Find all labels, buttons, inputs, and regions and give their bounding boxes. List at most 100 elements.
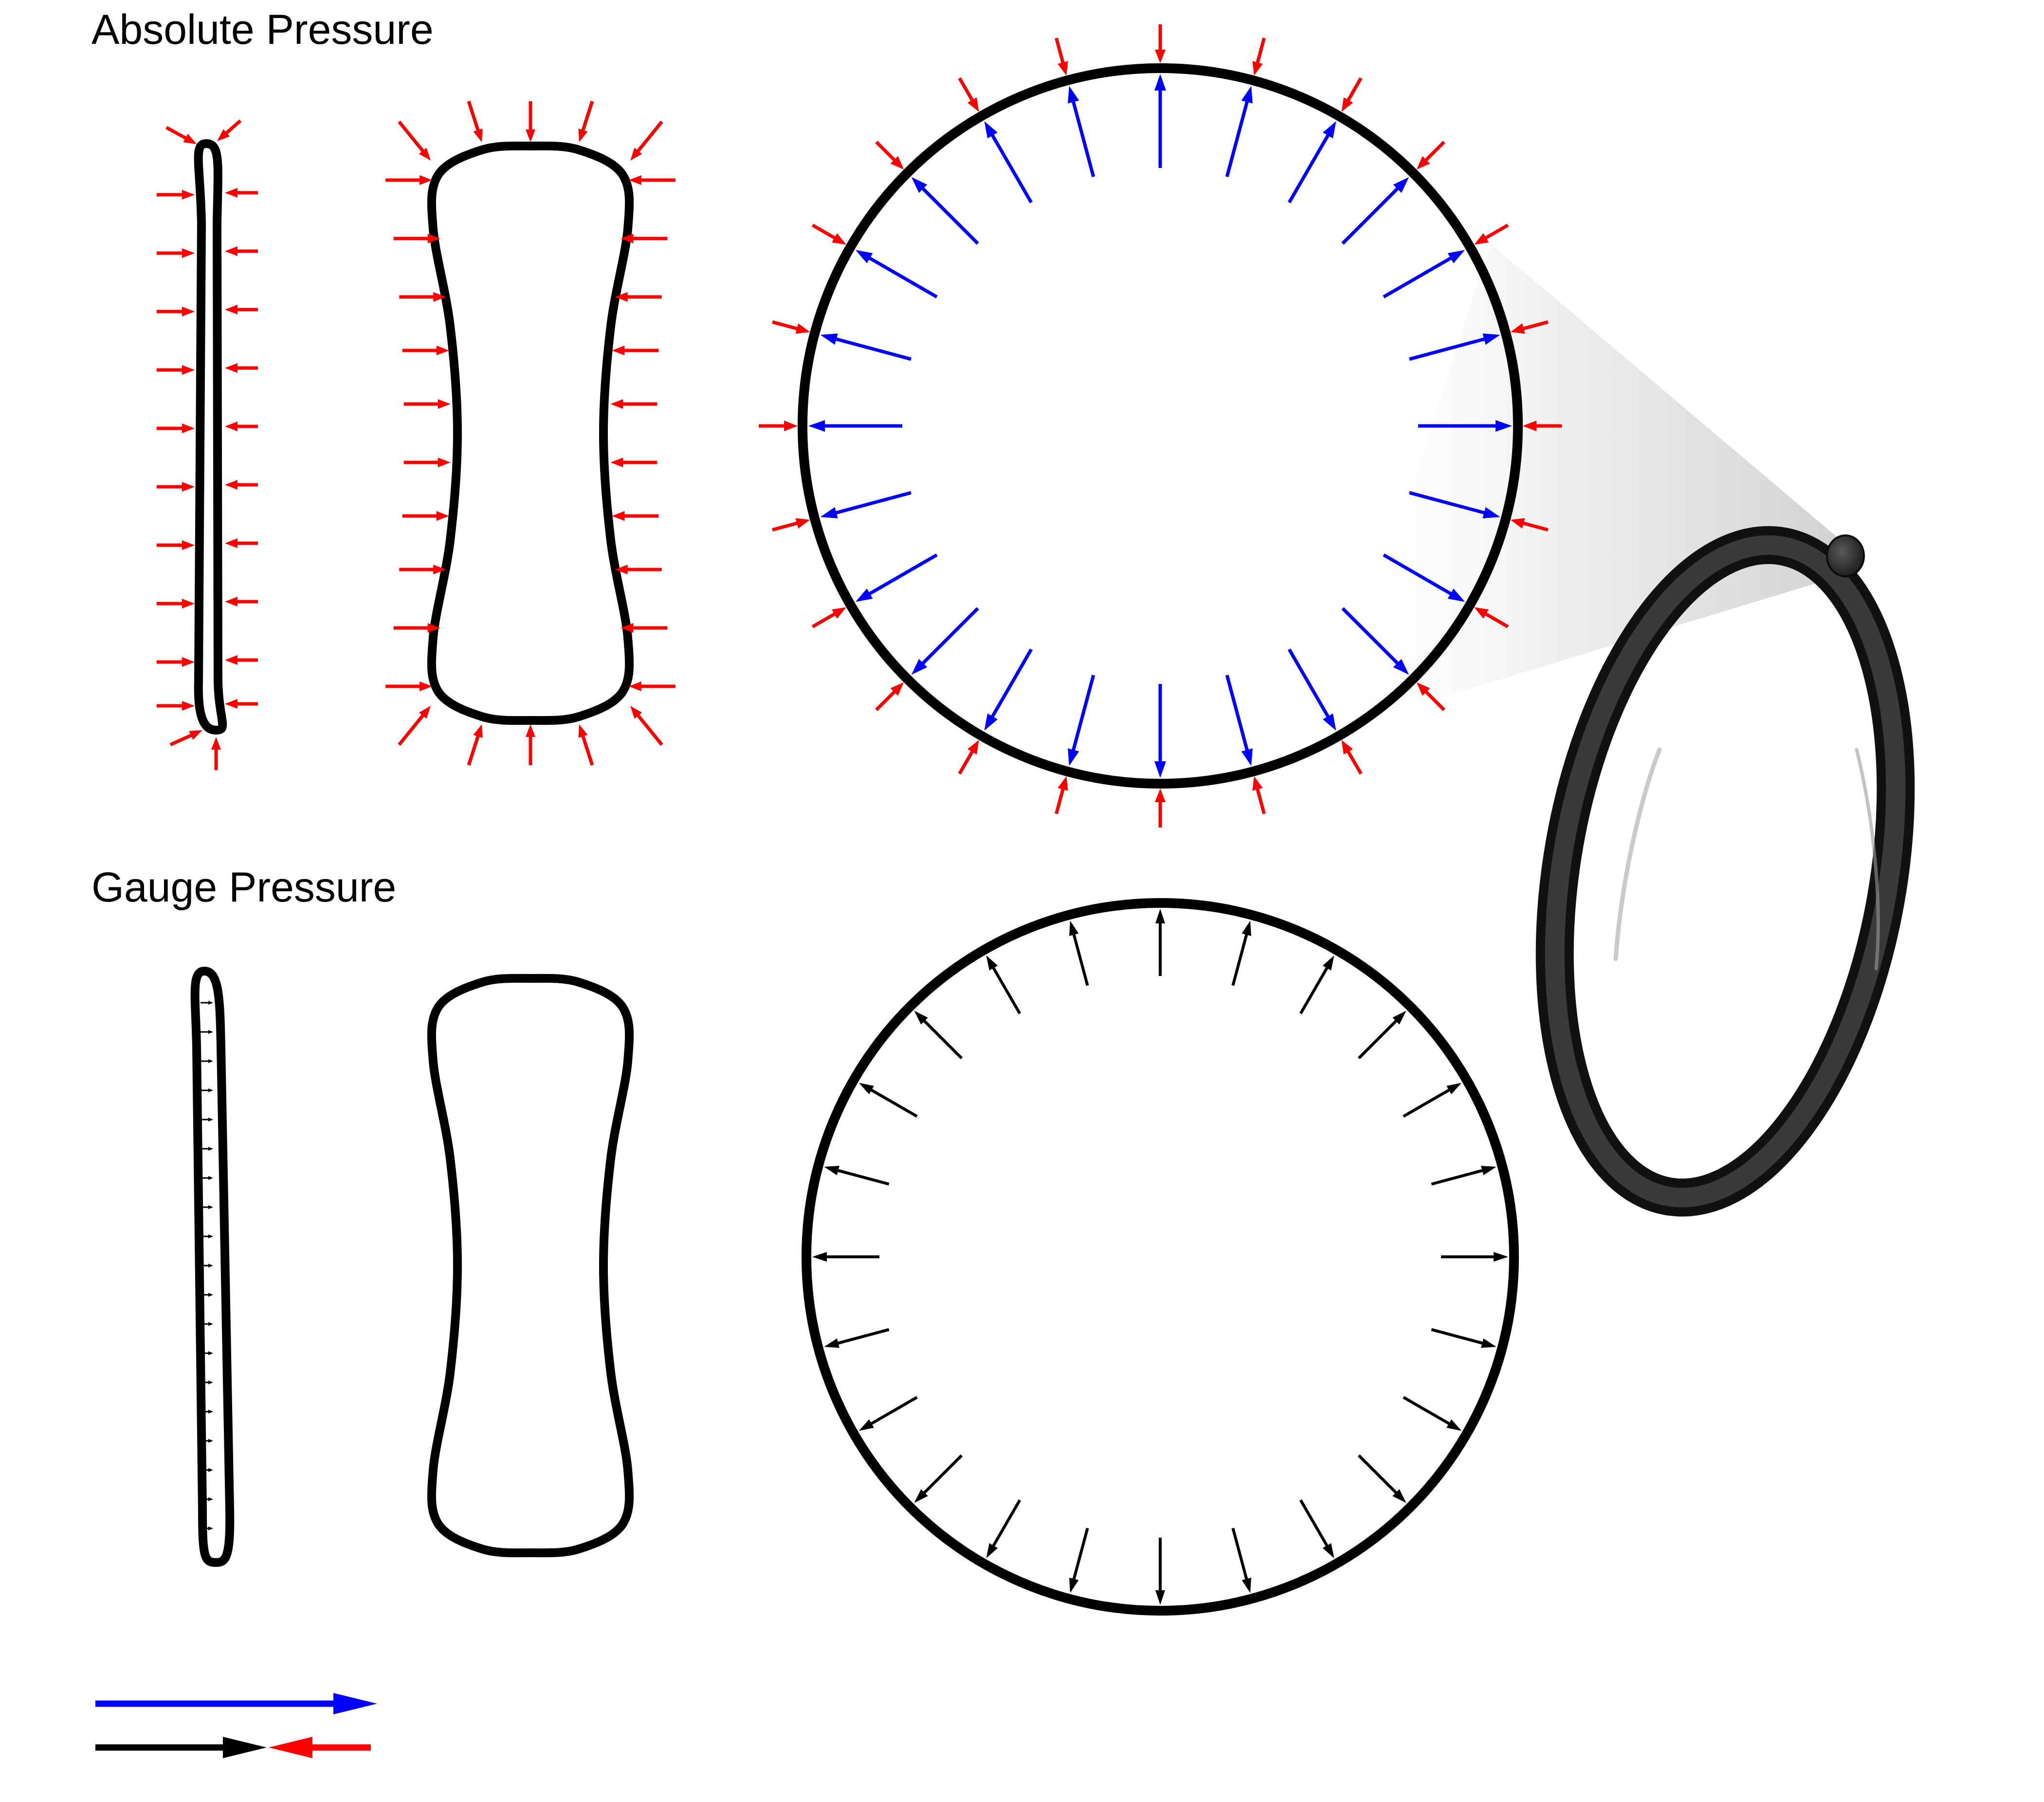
external-pressure-arrow [157, 365, 195, 375]
internal-pressure-arrow [1341, 607, 1409, 675]
net-pressure-arrow [201, 1322, 213, 1326]
external-pressure-arrow [467, 100, 483, 142]
external-pressure-arrow [620, 234, 668, 243]
oring-cross-section-cap [1826, 534, 1865, 577]
cross-section-shapes [190, 63, 1523, 1616]
net-pressure-arrow [201, 1234, 213, 1238]
net-pressure-arrow [914, 1454, 963, 1503]
external-pressure-arrow [615, 565, 662, 574]
net-pressure-arrow [858, 1083, 918, 1118]
external-pressure-arrow [225, 188, 258, 198]
external-pressure-arrow [225, 699, 258, 709]
external-pressure-arrow [399, 565, 446, 574]
net-pressure-arrow [914, 1011, 963, 1060]
external-pressure-arrow [157, 540, 195, 550]
legend-net-arrow [95, 1737, 267, 1758]
net-pressure-arrow [1357, 1011, 1406, 1060]
internal-pressure-arrow [1154, 74, 1166, 168]
external-pressure-arrow [759, 421, 798, 431]
external-pressure-arrow [1474, 223, 1509, 245]
net-pressure-arrow [1069, 1527, 1089, 1593]
internal-pressure-arrow [855, 553, 938, 602]
external-pressure-arrow [772, 320, 810, 334]
internal-pressure-arrow [911, 177, 979, 245]
net-pressure-arrow [201, 1526, 213, 1530]
net-pressure-arrow [1231, 1527, 1251, 1593]
external-pressure-arrow [1523, 421, 1562, 431]
oring-midtone [1545, 535, 1906, 1208]
absolute-pressure-title: Absolute Pressure [91, 6, 434, 53]
external-pressure-arrow [1341, 740, 1363, 775]
net-pressure-arrow [986, 1499, 1022, 1559]
net-pressure-arrow [201, 1176, 213, 1180]
net-pressure-arrow [1299, 1499, 1334, 1559]
net-pressure-arrow [1299, 955, 1334, 1014]
external-pressure-arrow [225, 246, 258, 256]
external-pressure-arrow [403, 399, 451, 409]
external-pressure-arrow [169, 730, 202, 747]
external-pressure-arrow [628, 175, 675, 185]
internal-pressure-arrow [911, 607, 979, 675]
external-pressure-arrow [402, 511, 449, 521]
external-pressure-arrow [615, 292, 662, 302]
external-pressure-arrow [612, 511, 659, 521]
external-pressure-arrow [217, 119, 242, 141]
external-pressure-arrow [403, 458, 451, 467]
internal-pressure-arrow [1068, 86, 1095, 177]
net-pressure-arrow [824, 1166, 890, 1186]
external-pressure-arrow [225, 480, 258, 490]
net-pressure-arrow [1231, 920, 1251, 986]
net-pressure-arrow [201, 1439, 213, 1443]
external-pressure-arrow [610, 458, 657, 467]
net-pressure-arrow [201, 1497, 213, 1501]
net-pressure-arrow [201, 1147, 213, 1151]
legend-external-arrow [269, 1737, 371, 1758]
external-pressure-arrow [211, 737, 221, 770]
oring-highlight [1855, 748, 1880, 971]
gauge-round-seal-outline [802, 898, 1519, 1616]
oring-highlight [1613, 747, 1662, 961]
external-pressure-arrow [225, 363, 258, 373]
external-pressure-arrow [612, 346, 659, 355]
internal-pressure-arrow [820, 491, 912, 518]
pressure-arrows [157, 24, 1562, 1605]
external-pressure-arrow [225, 305, 258, 314]
internal-pressure-arrow [1409, 491, 1500, 518]
external-pressure-arrow [225, 655, 258, 665]
internal-pressure-arrow [855, 250, 938, 299]
net-pressure-arrow [201, 1351, 213, 1355]
internal-pressure-arrow [820, 333, 912, 361]
legend [95, 1693, 377, 1758]
external-pressure-arrow [393, 234, 440, 243]
net-pressure-arrow [201, 1030, 213, 1034]
absolute-round-seal-outline [798, 63, 1523, 789]
external-pressure-arrow [526, 724, 535, 765]
net-pressure-arrow [1357, 1454, 1406, 1503]
external-pressure-arrow [157, 423, 195, 433]
internal-pressure-arrow [1383, 250, 1465, 299]
external-pressure-arrow [578, 100, 594, 142]
external-pressure-arrow [157, 482, 195, 492]
internal-pressure-arrow [1225, 86, 1253, 177]
external-pressure-arrow [1155, 24, 1166, 63]
internal-pressure-arrow [1068, 675, 1095, 766]
net-pressure-arrow [201, 1088, 213, 1092]
external-pressure-arrow [398, 706, 431, 746]
net-pressure-arrow [201, 1380, 213, 1384]
internal-pressure-arrow [1154, 684, 1166, 778]
external-pressure-arrow [1510, 518, 1549, 532]
internal-pressure-arrow [1383, 553, 1465, 602]
external-pressure-arrow [402, 346, 449, 355]
internal-pressure-arrow [1225, 675, 1253, 766]
external-pressure-arrow [393, 623, 440, 633]
external-pressure-arrow [630, 706, 663, 746]
external-pressure-arrow [1252, 776, 1266, 814]
external-pressure-arrow [1055, 776, 1068, 814]
external-pressure-arrow [398, 120, 431, 161]
net-pressure-arrow [201, 1059, 213, 1063]
external-pressure-arrow [157, 190, 195, 200]
external-pressure-arrow [772, 518, 810, 532]
external-pressure-arrow [958, 77, 979, 112]
